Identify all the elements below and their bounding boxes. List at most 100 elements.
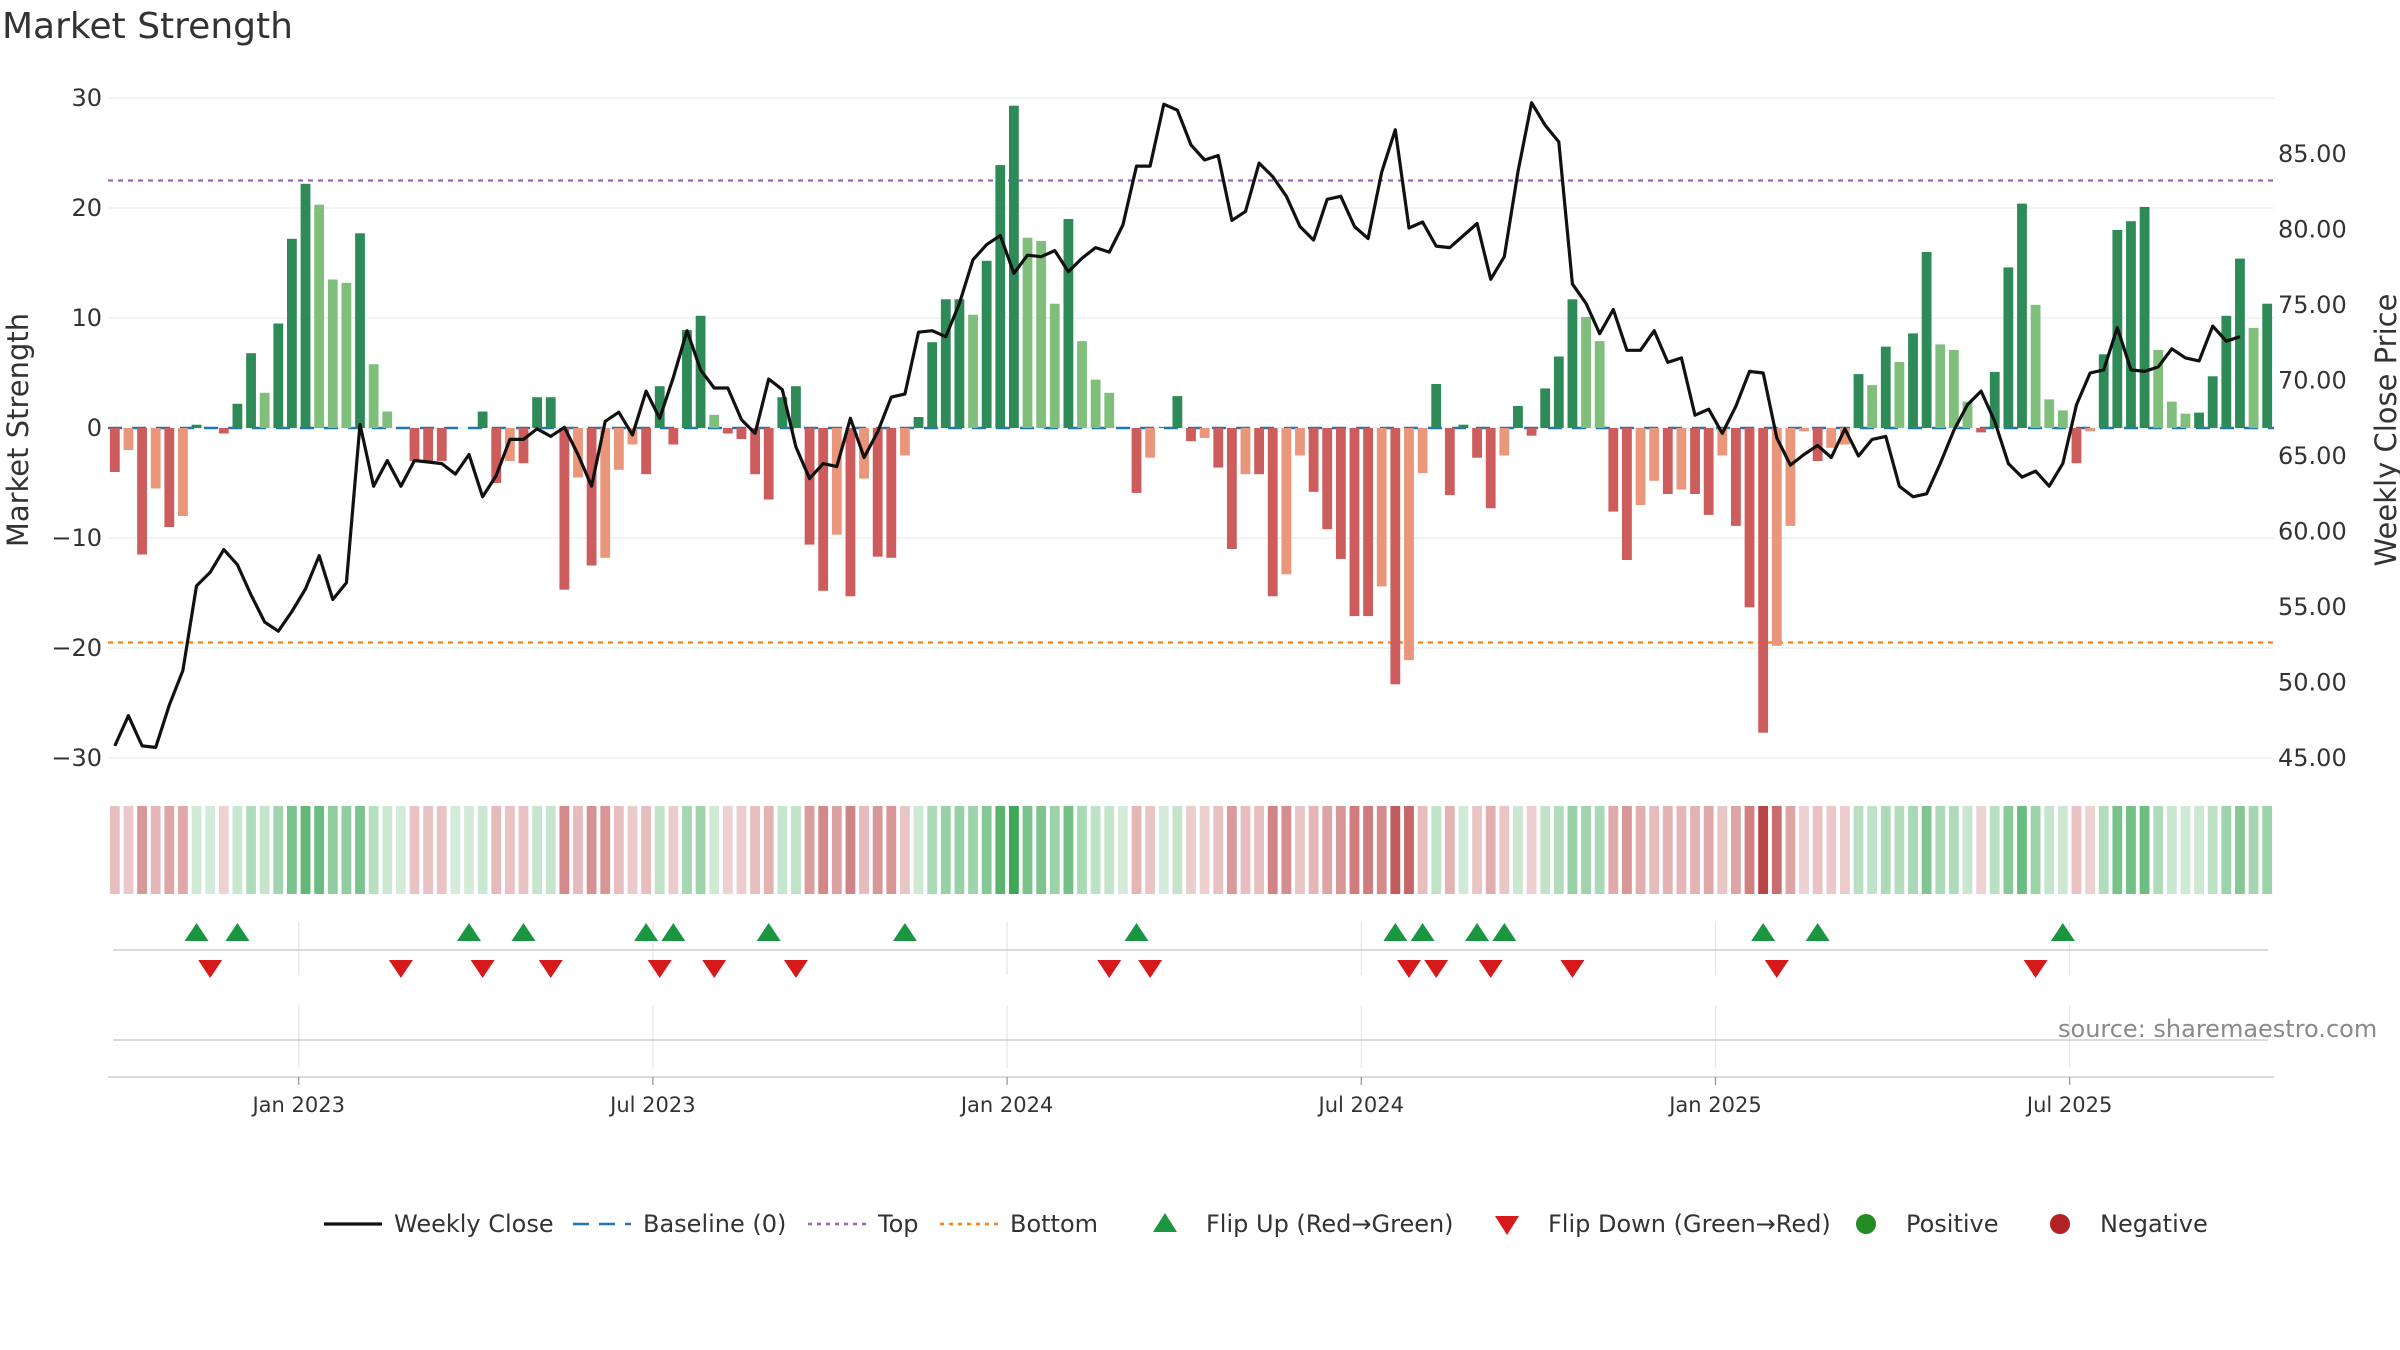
heat-cell (2180, 806, 2191, 894)
flip-up-marker (457, 923, 481, 941)
strength-bar (927, 342, 938, 428)
heat-cell (573, 806, 583, 894)
heat-cell (1553, 806, 1564, 894)
flip-down-marker (198, 960, 223, 978)
heat-cell (1948, 806, 1959, 894)
left-tick-label: −30 (51, 744, 102, 772)
strength-bar (872, 428, 883, 557)
axes: 30 20 10 0 −10 −20 −30 85.00 80.00 75.00 70.00 65.0… (1, 84, 2400, 1117)
heat-cell (191, 806, 202, 894)
heat-cell (109, 806, 120, 894)
strength-bar (109, 428, 120, 472)
strength-bar (613, 428, 624, 470)
strength-bar (995, 165, 1006, 428)
heat-cell (2044, 806, 2055, 894)
strength-bar (845, 428, 856, 597)
strength-bar (940, 299, 951, 428)
strength-bar (722, 428, 733, 434)
flip-down-marker (702, 960, 727, 978)
heat-cell (1431, 806, 1442, 894)
heat-cell (559, 806, 570, 894)
heat-cell (872, 806, 883, 894)
heat-cell (1458, 806, 1469, 894)
heat-cell (695, 806, 706, 894)
strength-bar (1608, 428, 1619, 512)
strength-bar (1758, 428, 1769, 733)
strength-bar (1404, 428, 1414, 661)
heat-cell (1581, 806, 1591, 894)
heat-cell (913, 806, 924, 894)
heat-cell (818, 806, 829, 894)
strength-bar (777, 397, 788, 428)
heat-cell (1513, 806, 1523, 894)
strength-bar (1009, 105, 1019, 428)
legend-circle-negative (2050, 1214, 2070, 1234)
strength-bar (1254, 428, 1265, 475)
strength-bar (1090, 379, 1101, 428)
flip-up-marker (892, 923, 917, 941)
strength-bar (1049, 303, 1060, 428)
strength-bar (968, 314, 978, 428)
heat-cell (981, 806, 992, 894)
heat-cell (273, 806, 284, 894)
strength-bar (355, 233, 365, 428)
heat-cell (123, 806, 134, 894)
left-axis-title: Market Strength (1, 313, 35, 547)
strength-bar (1553, 356, 1564, 428)
heat-cell (1771, 806, 1782, 894)
strength-bar (1376, 428, 1387, 587)
flip-up-marker (225, 923, 250, 941)
strength-bar (654, 386, 665, 428)
heat-cell (137, 806, 147, 894)
strength-bar (2235, 258, 2245, 428)
strength-bar (123, 428, 134, 450)
heat-cell (300, 806, 311, 894)
strength-bar (1717, 428, 1728, 456)
flip-markers (108, 923, 2274, 1078)
heat-cell (722, 806, 733, 894)
strength-bar (178, 428, 188, 516)
strength-bar (1431, 384, 1442, 428)
heat-cell (968, 806, 978, 894)
heat-cell (246, 806, 256, 894)
left-tick-label: −20 (51, 634, 102, 662)
heat-cell (995, 806, 1006, 894)
heat-cell (545, 806, 556, 894)
heat-cell (1540, 806, 1551, 894)
strength-bar (2153, 349, 2164, 428)
legend-item: Positive (1856, 1210, 1999, 1238)
heat-cell (1594, 806, 1605, 894)
heat-cell (1758, 806, 1769, 894)
heat-cell (1908, 806, 1918, 894)
heat-cell (1117, 806, 1128, 894)
strength-bar (1622, 428, 1632, 560)
heat-cell (2207, 806, 2218, 894)
heat-cell (1322, 806, 1333, 894)
strength-bar (2180, 413, 2191, 428)
heat-cell (491, 806, 502, 894)
strength-bar (709, 414, 720, 428)
date-tick-label: Jan 2023 (250, 1093, 345, 1117)
strength-bar (1499, 428, 1510, 456)
flip-up-marker (511, 923, 536, 941)
strength-bar (1308, 428, 1319, 492)
legend-label: Flip Down (Green→Red) (1548, 1210, 1831, 1238)
legend-item: Flip Down (Green→Red) (1495, 1210, 1831, 1238)
heat-cell (1989, 806, 2000, 894)
heat-cell (2194, 806, 2204, 894)
strength-bar (1690, 428, 1700, 494)
right-tick-label: 60.00 (2278, 518, 2347, 546)
heat-cell (1744, 806, 1755, 894)
right-tick-label: 75.00 (2278, 291, 2347, 319)
strength-bar (150, 428, 161, 489)
strength-bar (1731, 428, 1741, 526)
heat-cell (586, 806, 597, 894)
strength-bar (409, 428, 420, 461)
flip-down-marker (1396, 960, 1421, 978)
strength-bar (2221, 315, 2232, 428)
heat-cell (804, 806, 815, 894)
strength-bar (954, 299, 965, 428)
strength-bar (1131, 428, 1142, 493)
strength-bar (137, 428, 147, 555)
legend-label: Baseline (0) (643, 1210, 786, 1238)
